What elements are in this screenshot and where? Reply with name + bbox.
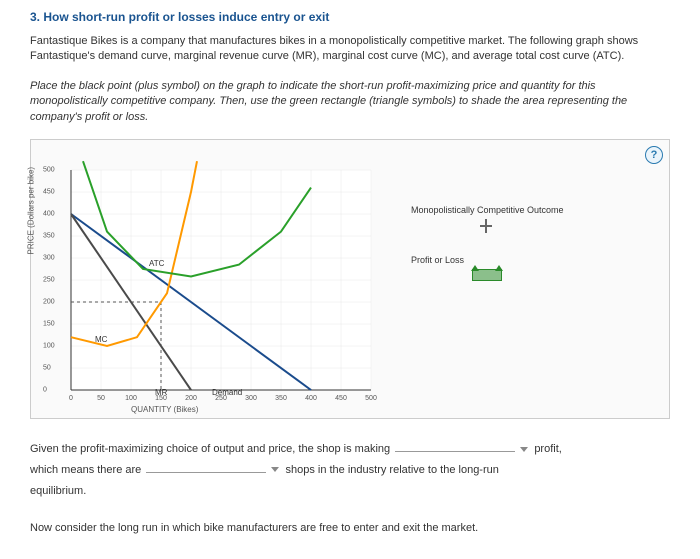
fill-text-3: equilibrium. (30, 485, 86, 497)
blank-profit-type[interactable] (395, 441, 515, 452)
question-heading: 3. How short-run profit or losses induce… (30, 10, 670, 24)
fill-text-1a: Given the profit-maximizing choice of ou… (30, 443, 393, 455)
last-line: Now consider the long run in which bike … (30, 518, 670, 539)
legend-item-outcome[interactable]: Monopolistically Competitive Outcome (411, 205, 564, 233)
fill-text-2b: shops in the industry relative to the lo… (285, 464, 498, 476)
legend-label-profit: Profit or Loss (411, 255, 564, 265)
legend-item-profit[interactable]: Profit or Loss (411, 255, 564, 281)
fill-text-1b: profit, (534, 443, 562, 455)
intro-text: Fantastique Bikes is a company that manu… (30, 34, 670, 65)
plus-icon (478, 219, 496, 233)
rectangle-icon (472, 269, 502, 281)
legend-label-outcome: Monopolistically Competitive Outcome (411, 205, 564, 215)
chart-panel: ? 050100150200250300350400450500 0501001… (30, 139, 670, 419)
instructions-text: Place the black point (plus symbol) on t… (30, 79, 670, 125)
x-axis-label: QUANTITY (Bikes) (131, 405, 198, 414)
dropdown-icon[interactable] (271, 467, 279, 472)
help-icon[interactable]: ? (645, 146, 663, 164)
chart-legend: Monopolistically Competitive Outcome Pro… (411, 205, 564, 303)
y-axis-label: PRICE (Dollars per bike) (27, 167, 36, 255)
fill-paragraph: Given the profit-maximizing choice of ou… (30, 439, 670, 502)
dropdown-icon[interactable] (520, 447, 528, 452)
chart-plot[interactable]: 050100150200250300350400450500 050100150… (71, 170, 371, 390)
fill-text-2a: which means there are (30, 464, 144, 476)
blank-shops[interactable] (146, 462, 266, 473)
